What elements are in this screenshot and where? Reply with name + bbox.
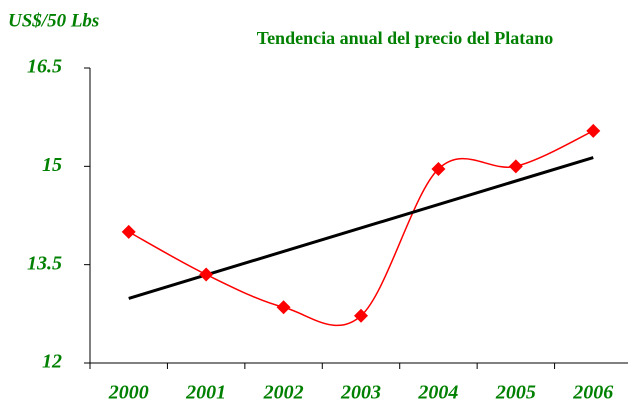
x-tick-label: 2000 xyxy=(108,382,149,404)
x-tick-label: 2004 xyxy=(417,382,458,404)
trend-line xyxy=(128,156,594,300)
x-tick-label: 2005 xyxy=(495,382,536,404)
x-tick-label: 2003 xyxy=(340,382,381,404)
y-tick-label: 13.5 xyxy=(27,252,62,274)
marker xyxy=(276,300,291,315)
marker xyxy=(354,308,368,323)
y-tick-label: 16.5 xyxy=(27,56,62,78)
marker xyxy=(199,267,214,282)
marker xyxy=(508,159,523,174)
marker xyxy=(431,161,446,176)
y-axis-label: US$/50 Lbs xyxy=(8,10,99,31)
marker xyxy=(586,123,601,138)
y-tick-label: 15 xyxy=(42,154,62,176)
x-tick-label: 2002 xyxy=(263,382,304,404)
x-tick-label: 2001 xyxy=(185,382,226,404)
x-tick-label: 2006 xyxy=(572,382,613,404)
chart-title: Tendencia anual del precio del Platano xyxy=(257,28,554,48)
y-tick-label: 12 xyxy=(42,351,62,373)
marker xyxy=(121,224,136,239)
